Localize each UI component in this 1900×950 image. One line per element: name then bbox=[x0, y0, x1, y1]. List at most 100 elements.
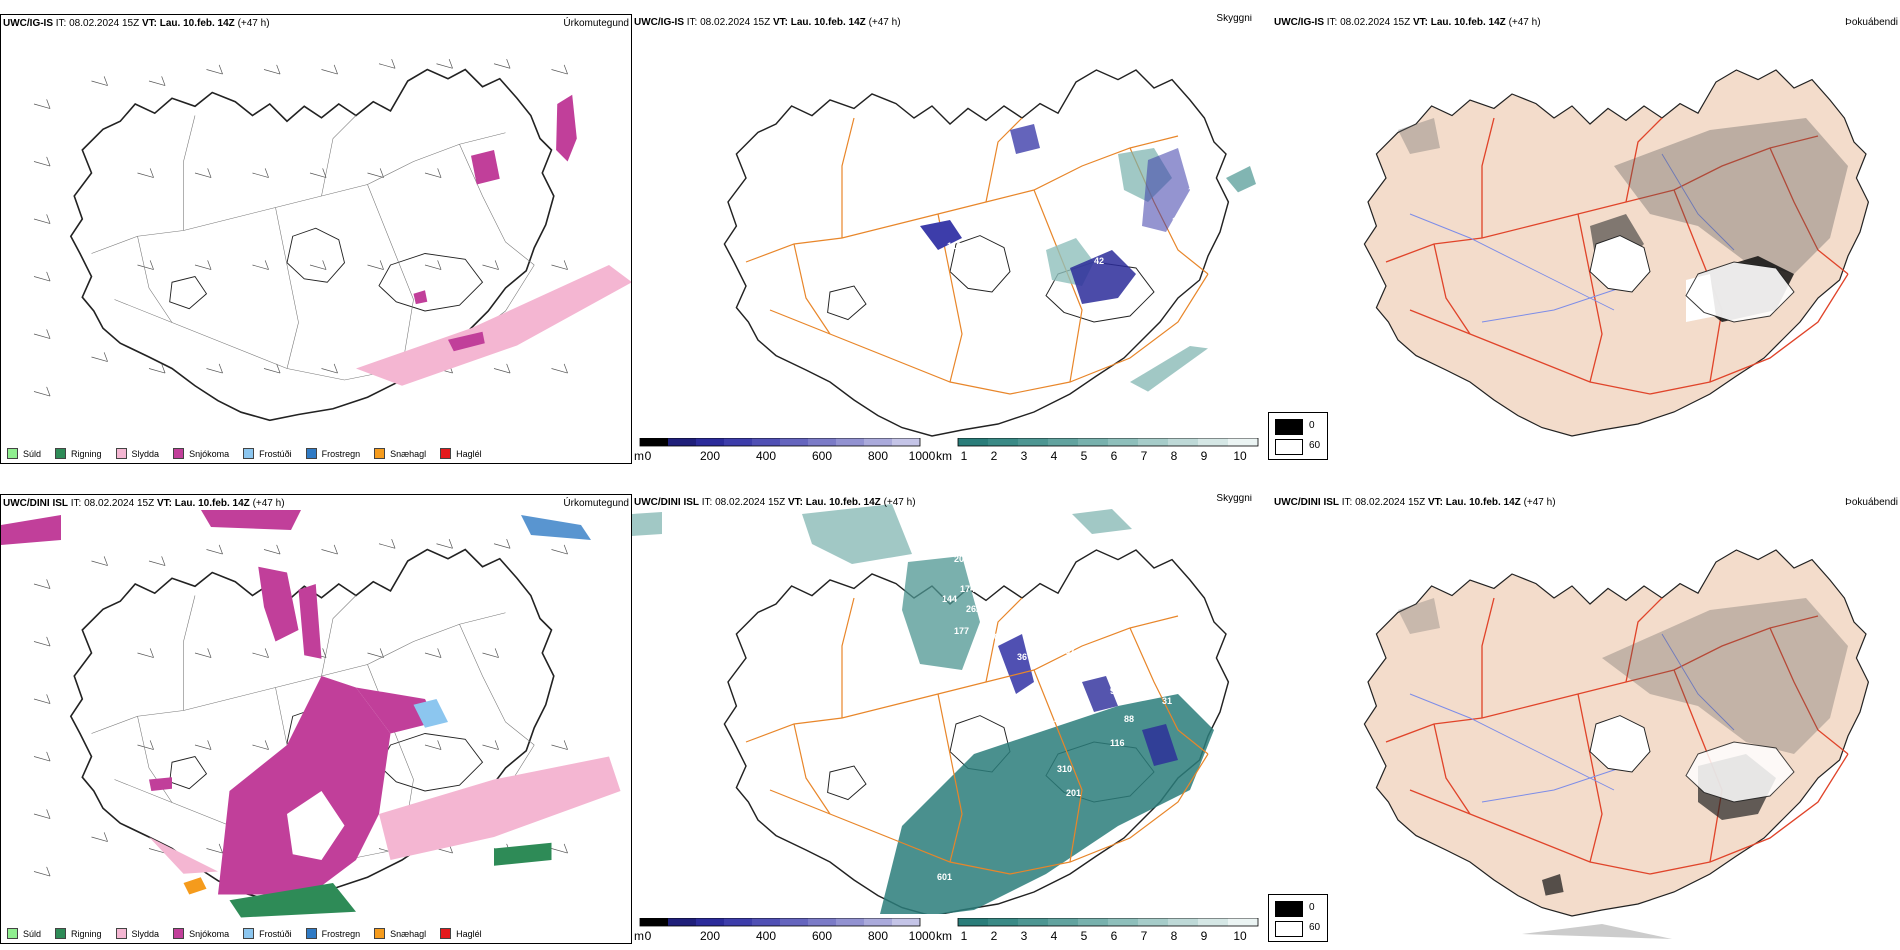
vis-value: 177 bbox=[954, 626, 969, 636]
precip-title-top: UWC/IG-IS IT: 08.02.2024 15Z VT: Lau. 10… bbox=[3, 18, 270, 29]
legend-item: Frostregn bbox=[305, 448, 360, 459]
vis-value: 88 bbox=[1207, 156, 1217, 166]
tick: 2 bbox=[990, 449, 998, 463]
vis-value: 42 bbox=[990, 564, 1000, 574]
precip-map-top bbox=[33, 58, 631, 422]
vis-value: 11 bbox=[1172, 216, 1182, 226]
visibility-title-top: UWC/IG-IS IT: 08.02.2024 15Z VT: Lau. 10… bbox=[634, 17, 901, 28]
visibility-panel-bottom: 206 42 174 144 262 29 177 310 82 36 173 … bbox=[632, 494, 1272, 914]
legend-item: Frostúði bbox=[243, 928, 292, 939]
fog-map-top bbox=[1363, 69, 1870, 437]
visibility-colorbar-bottom: km 1 2 3 4 5 6 7 8 9 10 bbox=[936, 917, 1266, 948]
legend-item: Haglél bbox=[440, 928, 482, 939]
tick: 200 bbox=[699, 449, 721, 463]
tick: 0 bbox=[644, 449, 652, 463]
fog-title-top: UWC/IG-IS IT: 08.02.2024 15Z VT: Lau. 10… bbox=[1274, 17, 1541, 28]
visibility-colorbar-ramp bbox=[957, 437, 1259, 447]
tick: 800 bbox=[867, 929, 889, 943]
vis-value: 310 bbox=[1057, 764, 1072, 774]
visibility-map-bottom: 206 42 174 144 262 29 177 310 82 36 173 … bbox=[632, 504, 1230, 914]
ceiling-colorbar-ramp bbox=[639, 437, 921, 447]
visibility-colorbar-top: km 1 2 3 4 5 6 7 8 9 10 bbox=[936, 437, 1266, 468]
tick: 5 bbox=[1080, 449, 1088, 463]
vis-value: 132 bbox=[1154, 256, 1169, 266]
vis-value: 310 bbox=[984, 632, 999, 642]
tick: 400 bbox=[755, 449, 777, 463]
vis-value: 42 bbox=[1094, 256, 1104, 266]
vis-value: 5 bbox=[1180, 206, 1185, 216]
visibility-label-bottom: Skyggni bbox=[1216, 494, 1252, 504]
tick: 8 bbox=[1170, 929, 1178, 943]
tick: 7 bbox=[1140, 929, 1148, 943]
ceiling-colorbar-ramp bbox=[639, 917, 921, 927]
vis-value: 113 bbox=[947, 241, 962, 251]
vis-value: 201 bbox=[1066, 788, 1081, 798]
visibility-unit: km bbox=[936, 449, 952, 463]
tick: 3 bbox=[1020, 449, 1028, 463]
tick: 600 bbox=[811, 929, 833, 943]
vis-value: 386 bbox=[1080, 231, 1095, 241]
fog-label-top: Þokuábendi bbox=[1845, 17, 1898, 28]
legend-item: Rigning bbox=[55, 448, 102, 459]
vis-value: 91 bbox=[1110, 686, 1120, 696]
vis-value: 116 bbox=[1110, 738, 1125, 748]
legend-item: Frostúði bbox=[243, 448, 292, 459]
precip-label-top: Úrkomutegund bbox=[563, 18, 629, 29]
fog-label-bottom: Þokuábendi bbox=[1845, 497, 1898, 508]
legend-item: Frostregn bbox=[305, 928, 360, 939]
ceiling-unit: m bbox=[634, 449, 644, 463]
legend-item: Snjókoma bbox=[173, 928, 229, 939]
legend-item: Snjókoma bbox=[173, 448, 229, 459]
tick: 4 bbox=[1050, 929, 1058, 943]
fog-legend-top: 0 60 bbox=[1268, 412, 1328, 460]
vis-value: 206 bbox=[954, 554, 969, 564]
tick: 10 bbox=[1233, 929, 1247, 943]
legend-item: Snæhagl bbox=[374, 448, 426, 459]
precip-label-bottom: Úrkomutegund bbox=[563, 498, 629, 509]
tick: 3 bbox=[1020, 929, 1028, 943]
precip-title-bottom: UWC/DINI ISL IT: 08.02.2024 15Z VT: Lau.… bbox=[3, 498, 285, 509]
visibility-colorbar-ramp bbox=[957, 917, 1259, 927]
ceiling-unit: m bbox=[634, 929, 644, 943]
vis-value: 601 bbox=[937, 872, 952, 882]
precip-panel-top: UWC/IG-IS IT: 08.02.2024 15Z VT: Lau. 10… bbox=[0, 14, 632, 464]
precip-panel-bottom: UWC/DINI ISL IT: 08.02.2024 15Z VT: Lau.… bbox=[0, 494, 632, 944]
legend-item: Slydda bbox=[115, 448, 159, 459]
visibility-panel-top: 113 386 42 132 88 13 5 11 UWC/IG-IS IT: … bbox=[632, 14, 1272, 464]
tick: 8 bbox=[1170, 449, 1178, 463]
vis-value: 13 bbox=[1188, 186, 1198, 196]
vis-value: 29 bbox=[992, 596, 1002, 606]
tick: 5 bbox=[1080, 929, 1088, 943]
tick: 800 bbox=[867, 449, 889, 463]
ceiling-colorbar-bottom: m 0 200 400 600 800 1000 bbox=[634, 917, 936, 948]
ceiling-colorbar-top: m 0 200 400 600 800 1000 bbox=[634, 437, 936, 468]
legend-item: Rigning bbox=[55, 928, 102, 939]
tick: 400 bbox=[755, 929, 777, 943]
precip-legend-top: Súld Rigning Slydda Snjókoma Frostúði Fr… bbox=[7, 448, 482, 459]
legend-item: Súld bbox=[7, 928, 41, 939]
vis-value: 144 bbox=[942, 594, 957, 604]
precip-legend-bottom: Súld Rigning Slydda Snjókoma Frostúði Fr… bbox=[7, 928, 482, 939]
vis-value: 167 bbox=[1060, 646, 1075, 656]
tick: 9 bbox=[1200, 929, 1208, 943]
visibility-unit: km bbox=[936, 929, 952, 943]
tick: 4 bbox=[1050, 449, 1058, 463]
tick: 1000 bbox=[908, 449, 936, 463]
fog-map-bottom bbox=[1363, 549, 1870, 939]
fog-legend-bottom: 0 60 bbox=[1268, 894, 1328, 942]
precip-map-bottom bbox=[1, 510, 621, 918]
vis-value: 262 bbox=[966, 604, 981, 614]
legend-item: Snæhagl bbox=[374, 928, 426, 939]
visibility-label-top: Skyggni bbox=[1216, 14, 1252, 24]
vis-value: 88 bbox=[1124, 714, 1134, 724]
tick: 200 bbox=[699, 929, 721, 943]
tick: 6 bbox=[1110, 449, 1118, 463]
visibility-title-bottom: UWC/DINI ISL IT: 08.02.2024 15Z VT: Lau.… bbox=[634, 497, 916, 508]
tick: 10 bbox=[1233, 449, 1247, 463]
tick: 9 bbox=[1200, 449, 1208, 463]
tick: 1000 bbox=[908, 929, 936, 943]
visibility-map-top: 113 386 42 132 88 13 5 11 bbox=[723, 69, 1256, 437]
tick: 0 bbox=[644, 929, 652, 943]
vis-value: 31 bbox=[1162, 696, 1172, 706]
tick: 1 bbox=[960, 449, 968, 463]
